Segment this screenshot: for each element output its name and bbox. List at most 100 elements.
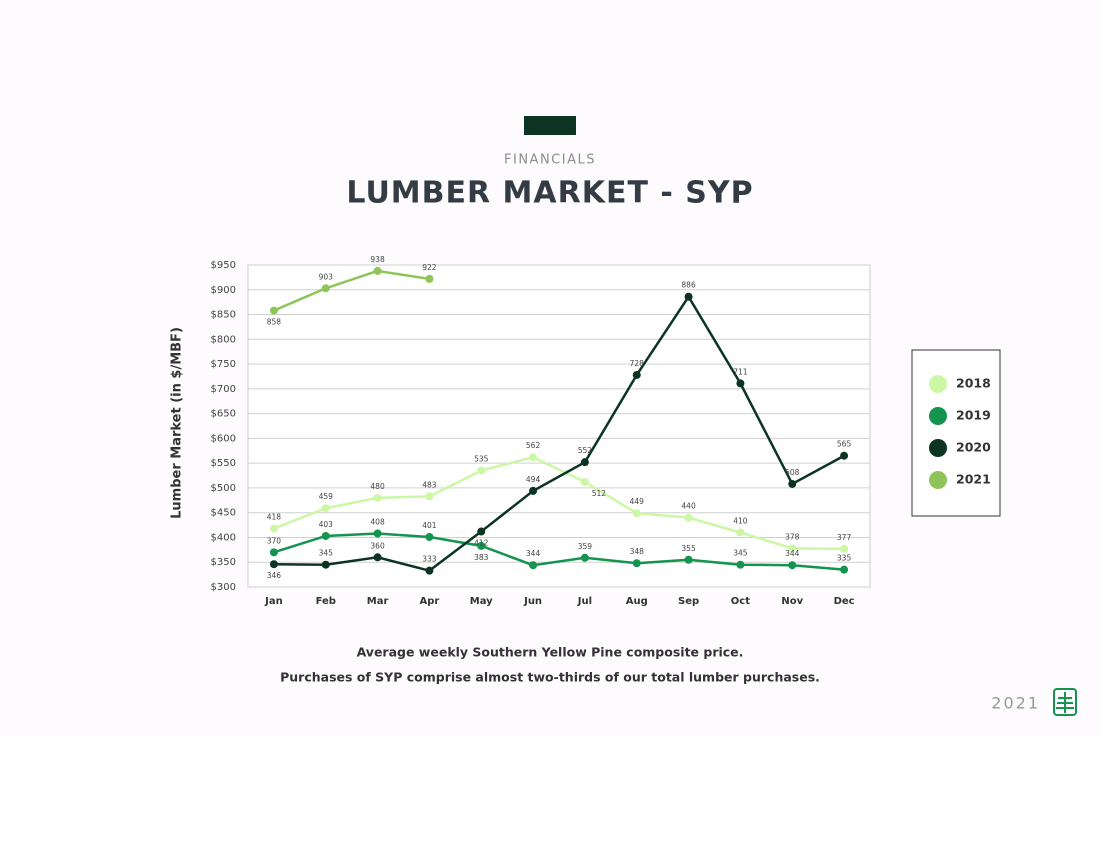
- data-point: [425, 274, 434, 283]
- data-point: [736, 560, 745, 569]
- data-point: [788, 479, 797, 488]
- data-point: [477, 466, 486, 475]
- value-label: 345: [733, 549, 748, 558]
- y-tick-label: $650: [211, 409, 236, 420]
- x-tick-label: Dec: [834, 596, 855, 607]
- data-point: [373, 529, 382, 538]
- x-tick-label: Sep: [678, 596, 699, 607]
- value-label: 403: [319, 520, 334, 529]
- value-label: 344: [785, 549, 800, 558]
- value-label: 886: [681, 281, 696, 290]
- data-point: [321, 560, 330, 569]
- caption: Average weekly Southern Yellow Pine comp…: [357, 645, 744, 660]
- value-label: 378: [785, 532, 800, 541]
- value-label: 535: [474, 455, 489, 464]
- chart-title: LUMBER MARKET - SYP: [346, 176, 753, 211]
- data-point: [269, 560, 278, 569]
- value-label: 480: [370, 482, 385, 491]
- value-label: 552: [578, 446, 593, 455]
- value-label: 345: [319, 549, 334, 558]
- value-label: 346: [267, 571, 282, 580]
- y-tick-label: $800: [211, 334, 236, 345]
- data-point: [736, 528, 745, 537]
- legend-swatch: [929, 407, 947, 425]
- y-tick-label: $900: [211, 285, 236, 296]
- series-line: [273, 269, 430, 312]
- data-point: [580, 458, 589, 467]
- value-label: 711: [733, 367, 748, 376]
- value-label: 348: [630, 547, 645, 556]
- value-label: 383: [474, 553, 489, 562]
- value-label: 440: [681, 502, 696, 511]
- value-label: 377: [837, 533, 852, 542]
- data-point: [269, 524, 278, 533]
- y-tick-label: $700: [211, 384, 236, 395]
- y-tick-label: $550: [211, 458, 236, 469]
- y-tick-label: $600: [211, 433, 236, 444]
- value-label: 355: [681, 544, 696, 553]
- x-tick-label: May: [470, 596, 493, 607]
- y-tick-label: $850: [211, 310, 236, 321]
- x-tick-label: Nov: [781, 596, 803, 607]
- data-point: [736, 379, 745, 388]
- value-label: 360: [370, 541, 385, 550]
- legend-label: 2018: [956, 376, 991, 391]
- value-label: 418: [267, 513, 282, 522]
- legend-label: 2019: [956, 408, 991, 423]
- kicker: FINANCIALS: [504, 153, 596, 168]
- caption: Purchases of SYP comprise almost two-thi…: [280, 670, 820, 685]
- data-point: [788, 561, 797, 570]
- x-tick-label: Jul: [577, 596, 592, 607]
- data-point: [477, 541, 486, 550]
- value-label: 408: [370, 517, 385, 526]
- x-tick-label: Jun: [523, 596, 542, 607]
- legend-label: 2021: [956, 472, 991, 487]
- value-label: 922: [422, 263, 437, 272]
- footer-year: 2021: [991, 694, 1040, 713]
- data-point: [788, 544, 797, 553]
- x-tick-label: Apr: [419, 596, 439, 607]
- data-point: [684, 555, 693, 564]
- y-tick-label: $950: [211, 260, 236, 271]
- value-label: 344: [526, 549, 541, 558]
- legend-box: [911, 349, 1001, 517]
- data-point: [477, 527, 486, 536]
- data-point: [321, 504, 330, 513]
- data-point: [632, 559, 641, 568]
- value-label: 410: [733, 517, 748, 526]
- x-tick-label: Aug: [626, 596, 648, 607]
- legend-label: 2020: [956, 440, 991, 455]
- data-point: [840, 544, 849, 553]
- value-label: 903: [319, 272, 334, 281]
- value-label: 459: [319, 492, 334, 501]
- plot-area: [247, 264, 871, 588]
- value-label: 938: [370, 255, 385, 264]
- data-point: [269, 548, 278, 557]
- series-line: [273, 294, 845, 573]
- y-tick-label: $400: [211, 532, 236, 543]
- data-point: [321, 284, 330, 293]
- y-tick-label: $750: [211, 359, 236, 370]
- y-tick-label: $500: [211, 483, 236, 494]
- value-label: 449: [630, 497, 645, 506]
- data-point: [269, 306, 278, 315]
- logo: [1053, 688, 1077, 716]
- data-point: [632, 509, 641, 518]
- value-label: 412: [474, 539, 489, 548]
- value-label: 494: [526, 475, 541, 484]
- value-label: 728: [630, 359, 645, 368]
- series-line: [273, 455, 845, 551]
- data-point: [632, 370, 641, 379]
- y-tick-label: $350: [211, 557, 236, 568]
- data-point: [425, 566, 434, 575]
- data-point: [321, 531, 330, 540]
- value-label: 512: [592, 489, 607, 498]
- legend-swatch: [929, 471, 947, 489]
- value-label: 335: [837, 554, 852, 563]
- data-point: [580, 477, 589, 486]
- y-axis-label: Lumber Market (in $/MBF): [170, 327, 185, 519]
- data-point: [840, 451, 849, 460]
- value-label: 370: [267, 536, 282, 545]
- data-point: [373, 266, 382, 275]
